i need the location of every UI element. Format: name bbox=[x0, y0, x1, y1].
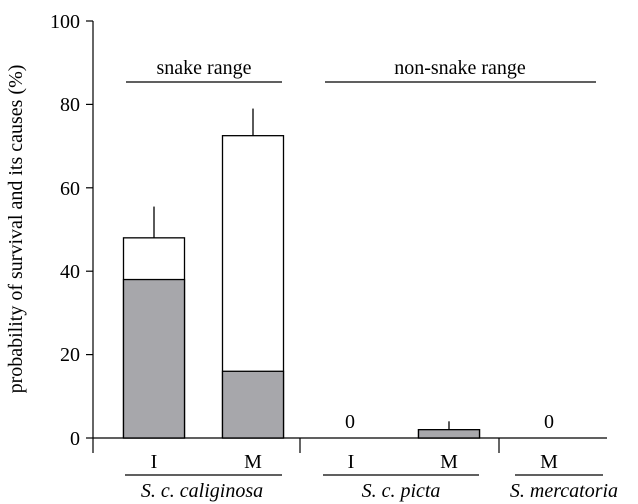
y-axis-label: probability of survival and its causes (… bbox=[5, 65, 27, 394]
bar-lower-scpicta-M bbox=[417, 429, 481, 439]
bar-label-picta-I: I bbox=[348, 451, 355, 473]
bar-label-mercatoria-M: M bbox=[540, 451, 558, 473]
group-label-mercatoria: S. mercatoria bbox=[510, 480, 618, 502]
bar-lower-sccaliginosa-I bbox=[122, 278, 186, 439]
y-tick-label-80: 80 bbox=[60, 94, 80, 116]
group-label-picta: S. c. picta bbox=[362, 480, 441, 502]
y-tick-label-0: 0 bbox=[70, 428, 80, 450]
range-label-snake: snake range bbox=[157, 57, 252, 79]
y-tick-label-60: 60 bbox=[60, 178, 80, 200]
bar-label-caliginosa-I: I bbox=[151, 451, 158, 473]
value-label-mercatoria-M: 0 bbox=[544, 411, 554, 433]
range-label-non-snake: non-snake range bbox=[394, 57, 526, 79]
bar-lower-sccaliginosa-M bbox=[221, 370, 285, 439]
value-label-picta-I: 0 bbox=[345, 411, 355, 433]
bars-layer bbox=[122, 108, 481, 439]
y-tick-label-40: 40 bbox=[60, 261, 80, 283]
bar-label-picta-M: M bbox=[440, 451, 458, 473]
y-tick-label-100: 100 bbox=[50, 11, 80, 33]
group-label-caliginosa: S. c. caliginosa bbox=[141, 480, 263, 502]
bar-label-caliginosa-M: M bbox=[244, 451, 262, 473]
y-tick-label-20: 20 bbox=[60, 344, 80, 366]
